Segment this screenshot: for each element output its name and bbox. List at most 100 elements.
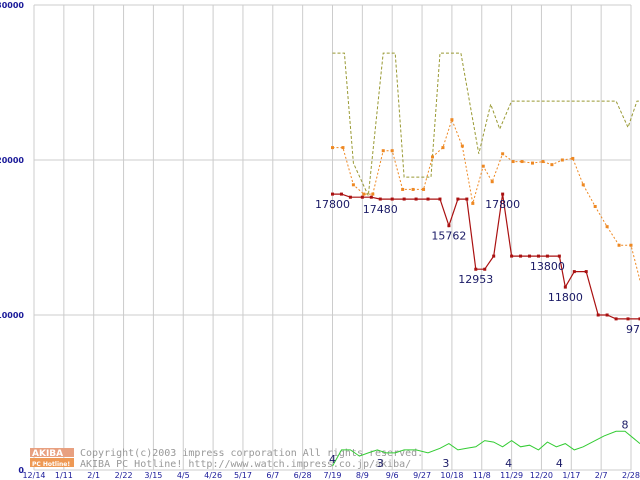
- data-point: [371, 192, 375, 196]
- data-point: [378, 197, 382, 201]
- x-tick-label: 12/14: [22, 471, 45, 480]
- x-tick-label: 4/5: [177, 471, 190, 480]
- x-tick-label: 2/1: [87, 471, 100, 480]
- data-point: [411, 187, 415, 191]
- data-point: [581, 183, 585, 187]
- x-tick-label: 9/6: [386, 471, 399, 480]
- logo-bottom-text: PC Hotline!: [32, 461, 70, 468]
- x-tick-label: 11/8: [473, 471, 491, 480]
- data-label: 17800: [315, 198, 350, 211]
- data-label: 17800: [485, 198, 520, 211]
- data-point: [629, 243, 633, 247]
- grid: [33, 4, 632, 471]
- data-point: [362, 192, 366, 196]
- x-tick-label: 2/7: [595, 471, 608, 480]
- data-point: [571, 156, 575, 160]
- data-point: [545, 254, 549, 258]
- data-point: [596, 313, 600, 317]
- x-tick-label: 12/20: [530, 471, 553, 480]
- y-tick-label: 0: [18, 466, 24, 475]
- data-point: [617, 243, 621, 247]
- data-point: [402, 197, 406, 201]
- data-point: [572, 270, 576, 274]
- data-point: [528, 254, 532, 258]
- logo-bottom-box: [30, 458, 74, 467]
- x-tick-label: 11/29: [500, 471, 523, 480]
- data-point: [456, 197, 460, 201]
- data-point: [492, 254, 496, 258]
- data-point: [438, 197, 442, 201]
- data-point: [369, 195, 373, 199]
- data-point: [614, 317, 618, 321]
- data-point: [474, 267, 478, 271]
- data-label: 12953: [458, 273, 493, 286]
- x-tick-label: 10/18: [440, 471, 463, 480]
- x-tick-label: 9/27: [413, 471, 431, 480]
- data-point: [447, 224, 451, 228]
- data-point: [557, 254, 561, 258]
- y-tick-label: 30000: [0, 1, 24, 10]
- data-point: [348, 195, 352, 199]
- url-text: AKIBA PC Hotline! http://www.watch.impre…: [80, 459, 411, 470]
- x-tick-label: 8/9: [356, 471, 369, 480]
- data-point: [536, 254, 540, 258]
- data-point: [414, 197, 418, 201]
- x-tick-label: 7/19: [324, 471, 342, 480]
- data-point: [605, 225, 609, 229]
- y-axis: 0 10000 20000 30000: [0, 1, 24, 475]
- data-label: 9750: [626, 323, 640, 336]
- data-point: [426, 197, 430, 201]
- data-point: [530, 161, 534, 165]
- series-line: [332, 52, 640, 198]
- x-axis: 12/14 1/11 2/1 2/22 3/15 4/5 4/26 5/17 6/7 6/28 7/…: [22, 471, 640, 480]
- data-point: [563, 285, 567, 289]
- x-tick-label: 6/7: [266, 471, 279, 480]
- data-point: [511, 160, 515, 164]
- data-point: [450, 118, 454, 122]
- series: [331, 52, 640, 467]
- x-tick-label: 6/28: [294, 471, 312, 480]
- data-point: [331, 146, 334, 150]
- x-tick-label: 1/17: [562, 471, 580, 480]
- data-point: [381, 149, 385, 153]
- data-point: [638, 317, 640, 321]
- data-point: [341, 146, 345, 150]
- data-point: [351, 183, 355, 187]
- y-tick-label: 20000: [0, 156, 24, 165]
- data-point: [401, 187, 405, 191]
- copyright-text: Copyright(c)2003 impress corporation All…: [80, 448, 423, 459]
- data-point: [331, 192, 334, 196]
- x-tick-label: 2/22: [115, 471, 133, 480]
- data-point: [593, 205, 597, 208]
- data-point: [471, 201, 475, 205]
- data-point: [501, 192, 505, 196]
- data-label: 17480: [363, 203, 398, 216]
- data-label: 13800: [530, 260, 565, 273]
- data-point: [490, 180, 494, 184]
- data-label: 4: [329, 453, 336, 466]
- series-line: [332, 430, 640, 467]
- data-point: [390, 197, 394, 201]
- watermark: AKIBA PC Hotline! Copyright(c)2003 impre…: [30, 448, 423, 470]
- data-label: 4: [556, 457, 563, 470]
- data-point: [626, 317, 630, 321]
- data-point: [550, 163, 554, 167]
- data-point: [501, 152, 505, 156]
- data-point: [465, 197, 469, 201]
- x-tick-label: 2/28: [622, 471, 640, 480]
- x-tick-label: 3/15: [144, 471, 162, 480]
- data-point: [460, 144, 464, 148]
- data-label: 11800: [548, 291, 583, 304]
- data-point: [519, 254, 523, 258]
- data-point: [483, 267, 487, 271]
- annotations: 17800 17480 15762 12953 17800 13800 11800 9750 4…: [315, 198, 640, 470]
- x-tick-label: 4/26: [204, 471, 222, 480]
- data-label: 8: [622, 418, 629, 431]
- data-point: [584, 270, 588, 274]
- series-line: [332, 193, 640, 320]
- data-point: [441, 146, 445, 150]
- data-point: [510, 254, 514, 258]
- data-point: [360, 195, 364, 199]
- data-point: [339, 192, 343, 196]
